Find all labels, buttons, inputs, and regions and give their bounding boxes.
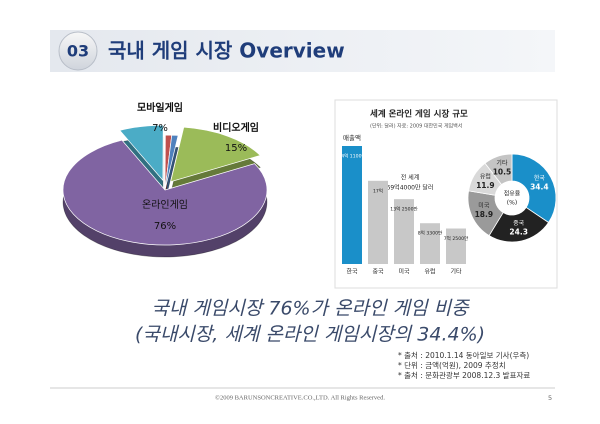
donut-center-label: (%) — [507, 200, 517, 207]
inset-subtitle: (단위: 달러) 자료: 2009 대한민국 게임백서 — [370, 123, 462, 130]
bar — [342, 146, 362, 264]
slice-value-label: 24.3 — [509, 227, 528, 236]
slice-value-label: 7% — [152, 123, 168, 134]
x-tick-label: 한국 — [346, 269, 358, 276]
bar-value-label: 13억 2500만 — [390, 206, 418, 213]
donut-slice — [488, 206, 550, 243]
slice-value-label: 11.9 — [476, 181, 495, 190]
bar — [394, 199, 414, 264]
slice-value-label: 10.5 — [493, 168, 512, 177]
bar-value-label: 7억 2500만 — [444, 235, 469, 242]
slice-value-label: 18.9 — [475, 210, 494, 219]
headline: 국내 게임시장 76%가 온라인 게임 비중 — [151, 298, 470, 320]
slice-value-label: 76% — [154, 221, 176, 232]
header-band — [50, 30, 555, 72]
page-number: 5 — [548, 394, 552, 402]
pie-slice — [170, 126, 261, 183]
note: * 출처 : 2010.1.14 동아일보 기사(우측) — [398, 350, 529, 360]
pie-slice — [164, 134, 179, 191]
slice-label: 미국 — [478, 201, 490, 209]
annotation: 69억4000만 달러 — [387, 184, 434, 192]
bar-value-label: 8억 3300만 — [418, 230, 443, 237]
bar-value-label: 24억 1100만 — [338, 153, 366, 160]
x-tick-label: 미국 — [398, 268, 410, 276]
y-axis-label: 매출액 — [343, 133, 361, 142]
slice-label: 모바일게임 — [137, 101, 183, 114]
slice-label: 온라인게임 — [142, 198, 188, 211]
x-tick-label: 기타 — [450, 268, 462, 276]
bar — [368, 180, 388, 264]
x-tick-label: 중국 — [372, 269, 384, 276]
bar — [420, 223, 440, 264]
headline: (국내시장, 세계 온라인 게임시장의 34.4%) — [135, 324, 485, 346]
slice-label: 비디오게임 — [213, 121, 259, 134]
x-tick-label: 유럽 — [424, 268, 435, 276]
note: * 단위 : 금액(억원), 2009 추정치 — [398, 360, 506, 370]
slice-value-label: 15% — [225, 143, 247, 154]
slice-value-label: 34.4 — [530, 182, 549, 191]
bar-value-label: 17억 — [373, 187, 383, 194]
slice-label: 기타 — [496, 159, 508, 167]
slice-label: 중국 — [513, 220, 525, 227]
pie-slice — [119, 124, 164, 182]
slice-label: 유럽 — [480, 173, 491, 181]
slide-title: 국내 게임 시장 Overview — [108, 39, 345, 63]
annotation: 전 세계 — [401, 174, 419, 182]
donut-slice — [484, 153, 513, 186]
inset-title: 세계 온라인 게임 시장 규모 — [370, 109, 468, 120]
section-number: 03 — [67, 42, 89, 61]
donut-center-label: 점유율 — [504, 191, 521, 198]
pie-slice — [62, 139, 268, 246]
bar — [446, 228, 466, 264]
donut-slice — [511, 153, 557, 224]
section-badge — [58, 31, 98, 71]
note: * 출처 : 문화관광부 2008.12.3 발표자료 — [398, 370, 530, 380]
footer: ©2009 BARUNSONCREATIVE.CO.,LTD. All Righ… — [215, 394, 385, 401]
slice-label: 한국 — [534, 175, 546, 182]
